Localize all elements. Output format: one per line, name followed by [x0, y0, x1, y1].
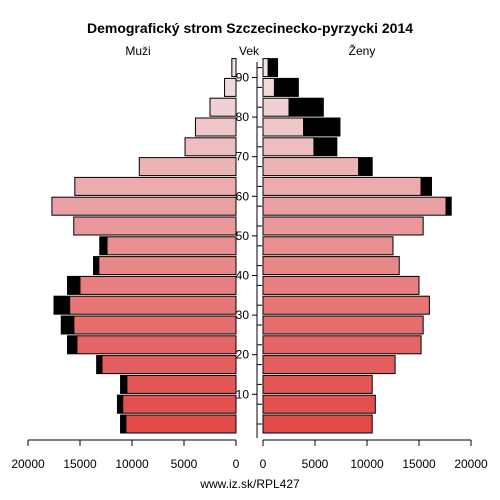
- women-x-tick-label: 15000: [402, 457, 436, 471]
- age-tick-label-60: 60: [236, 189, 250, 203]
- women-x-tick-label: 0: [260, 457, 267, 471]
- men-bar-40-44: [98, 256, 237, 276]
- women-bar-25-29: [262, 315, 424, 335]
- men-surplus-bar-0-4: [120, 414, 127, 434]
- women-bar-90+: [262, 58, 269, 78]
- men-x-tick-label: 15000: [63, 457, 97, 471]
- men-bar-75-79: [194, 117, 237, 137]
- men-surplus-bar-45-49: [99, 236, 108, 256]
- age-tick-label-80: 80: [236, 110, 250, 124]
- women-bar-0-4: [262, 414, 373, 434]
- men-bar-70-74: [184, 137, 237, 157]
- women-bar-15-19: [262, 355, 396, 375]
- men-bar-10-14: [126, 374, 237, 394]
- men-bar-35-39: [79, 275, 237, 295]
- women-x-tick-label: 5000: [302, 457, 329, 471]
- women-surplus-bar-55-59: [445, 196, 452, 216]
- men-bar-65-69: [138, 157, 237, 177]
- women-bar-40-44: [262, 256, 400, 276]
- men-bar-60-64: [74, 176, 237, 196]
- men-bar-45-49: [106, 236, 237, 256]
- men-x-tick-label: 5000: [171, 457, 198, 471]
- women-bar-80-84: [262, 97, 290, 117]
- age-tick-label-50: 50: [236, 229, 250, 243]
- men-x-tick-label: 10000: [115, 457, 149, 471]
- age-tick-label-40: 40: [236, 269, 250, 283]
- women-x-tick-label: 10000: [350, 457, 384, 471]
- men-x-tick-label: 0: [233, 457, 240, 471]
- men-surplus-bar-25-29: [60, 315, 75, 335]
- men-surplus-bar-35-39: [67, 275, 81, 295]
- men-surplus-bar-15-19: [96, 355, 103, 375]
- men-surplus-bar-10-14: [120, 374, 128, 394]
- women-x-tick-label: 20000: [454, 457, 488, 471]
- women-label: Ženy: [348, 44, 376, 58]
- men-surplus-bar-5-9: [116, 394, 124, 414]
- men-bar-25-29: [73, 315, 237, 335]
- women-bar-5-9: [262, 394, 376, 414]
- women-surplus-bar-70-74: [313, 137, 338, 157]
- chart-title: Demografický strom Szczecinecko-pyrzycki…: [86, 20, 414, 36]
- women-surplus-bar-85-89: [273, 77, 299, 97]
- women-bar-20-24: [262, 335, 422, 355]
- men-bar-50-54: [73, 216, 237, 236]
- men-bar-15-19: [101, 355, 237, 375]
- women-bar-30-34: [262, 295, 430, 315]
- women-bar-50-54: [262, 216, 424, 236]
- men-bar-0-4: [125, 414, 237, 434]
- women-bar-55-59: [262, 196, 447, 216]
- age-tick-label-10: 10: [236, 387, 250, 401]
- women-bar-60-64: [262, 176, 422, 196]
- age-label: Vek: [238, 44, 260, 58]
- men-bar-85-89: [224, 77, 237, 97]
- women-surplus-bar-75-79: [303, 117, 341, 137]
- men-surplus-bar-40-44: [93, 256, 100, 276]
- women-surplus-bar-60-64: [420, 176, 432, 196]
- men-surplus-bar-20-24: [67, 335, 78, 355]
- women-bar-35-39: [262, 275, 420, 295]
- age-tick-label-90: 90: [236, 71, 250, 85]
- women-bar-70-74: [262, 137, 315, 157]
- women-bar-10-14: [262, 374, 373, 394]
- men-label: Muži: [125, 44, 151, 58]
- age-tick-label-70: 70: [236, 150, 250, 164]
- men-bar-80-84: [209, 97, 237, 117]
- source-footer[interactable]: www.iz.sk/RPL427: [200, 477, 300, 491]
- men-bar-20-24: [76, 335, 237, 355]
- men-surplus-bar-30-34: [53, 295, 71, 315]
- men-bar-90+: [231, 58, 237, 78]
- women-surplus-bar-65-69: [358, 157, 373, 177]
- age-tick-label-20: 20: [236, 348, 250, 362]
- men-bar-55-59: [51, 196, 237, 216]
- women-bar-85-89: [262, 77, 275, 97]
- men-bar-5-9: [122, 394, 237, 414]
- age-tick-label-30: 30: [236, 308, 250, 322]
- women-bar-45-49: [262, 236, 394, 256]
- men-x-tick-label: 20000: [11, 457, 45, 471]
- women-bar-75-79: [262, 117, 305, 137]
- women-surplus-bar-90+: [267, 58, 279, 78]
- women-surplus-bar-80-84: [288, 97, 324, 117]
- men-bar-30-34: [69, 295, 237, 315]
- women-bar-65-69: [262, 157, 360, 177]
